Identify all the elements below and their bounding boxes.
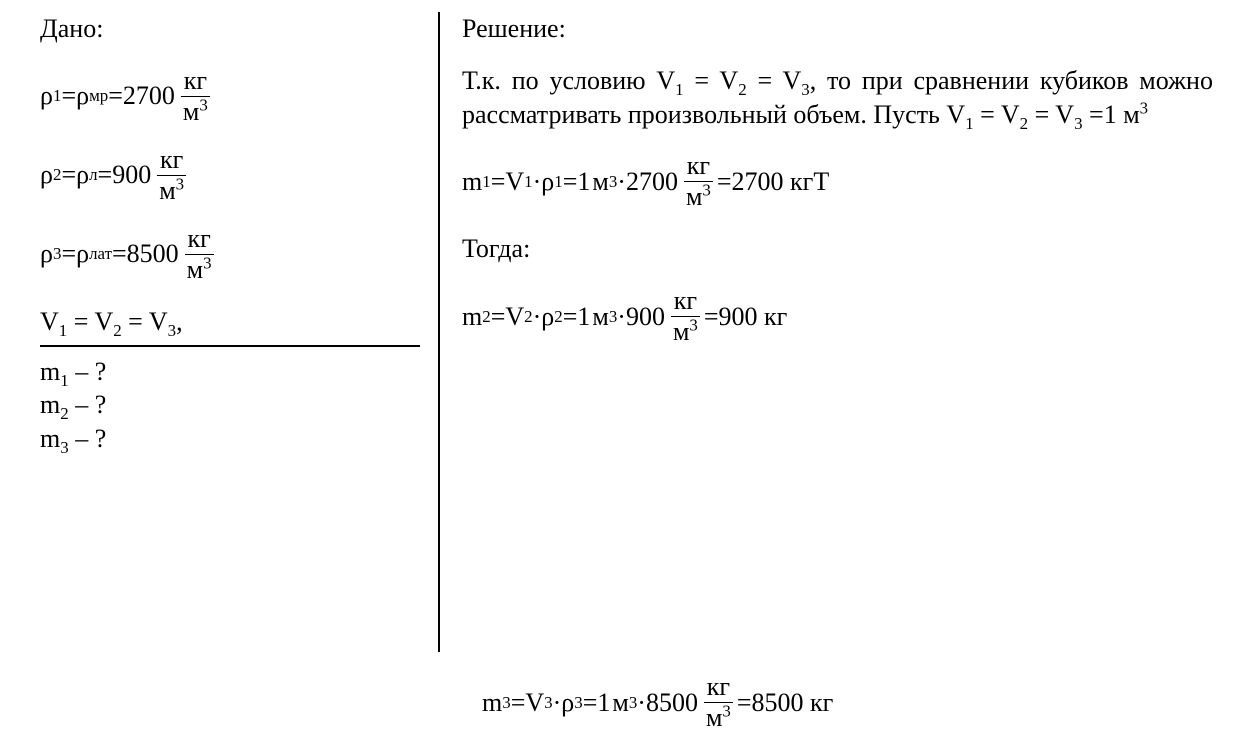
rho1-line: ρ1 = ρмр = 2700 кг м3	[40, 68, 420, 125]
given-heading: Дано:	[40, 12, 420, 46]
then-heading: Тогда:	[462, 232, 1213, 266]
unit-fraction: кг м3	[181, 68, 210, 125]
m1-equation: m1 = V1 · ρ1 = 1м3 · 2700 кг м3 = 2700 к…	[462, 153, 1213, 210]
rho-symbol: ρ	[76, 79, 89, 113]
find-m3: m3 – ?	[40, 422, 420, 456]
solution-paragraph: Т.к. по условию V1 = V2 = V3, то при сра…	[462, 64, 1213, 132]
unit-fraction: кг м3	[684, 153, 713, 210]
given-column: Дано: ρ1 = ρмр = 2700 кг м3 ρ2 = ρл =	[40, 12, 440, 652]
eq: =	[108, 79, 123, 113]
find-m1: m1 – ?	[40, 355, 420, 389]
m3-equation: m3 = V3 · ρ3 = 1м3 · 8500 кг м3 = 8500 к…	[482, 674, 1213, 731]
solution-column: Решение: Т.к. по условию V1 = V2 = V3, т…	[440, 12, 1213, 652]
m2-equation: m2 = V2 · ρ2 = 1м3 · 900 кг м3 = 900 кг	[462, 288, 1213, 345]
find-m2: m2 – ?	[40, 388, 420, 422]
rho-symbol: ρ	[40, 79, 53, 113]
rho2-line: ρ2 = ρл = 900 кг м3	[40, 147, 420, 204]
v-condition-line: V1 = V2 = V3,	[40, 305, 420, 339]
two-column-layout: Дано: ρ1 = ρмр = 2700 кг м3 ρ2 = ρл =	[40, 12, 1213, 652]
unit-fraction: кг м3	[185, 226, 214, 283]
rho1-value: 2700	[123, 79, 175, 113]
unit-fraction: кг м3	[704, 674, 733, 731]
tail-T: Т	[813, 165, 829, 199]
watermark: ©5terka.com	[0, 644, 4, 719]
rho3-line: ρ3 = ρлат = 8500 кг м3	[40, 226, 420, 283]
unit-fraction: кг м3	[671, 288, 700, 345]
unit-fraction: кг м3	[157, 147, 186, 204]
eq: =	[61, 79, 76, 113]
page-root: Дано: ρ1 = ρмр = 2700 кг м3 ρ2 = ρл =	[0, 0, 1233, 737]
unit-m3: м3	[181, 96, 210, 125]
rho3-value: 8500	[127, 237, 179, 271]
unit-kg: кг	[182, 68, 209, 96]
divider-line	[40, 345, 420, 347]
solution-heading: Решение:	[462, 12, 1213, 46]
rho2-value: 900	[112, 158, 151, 192]
